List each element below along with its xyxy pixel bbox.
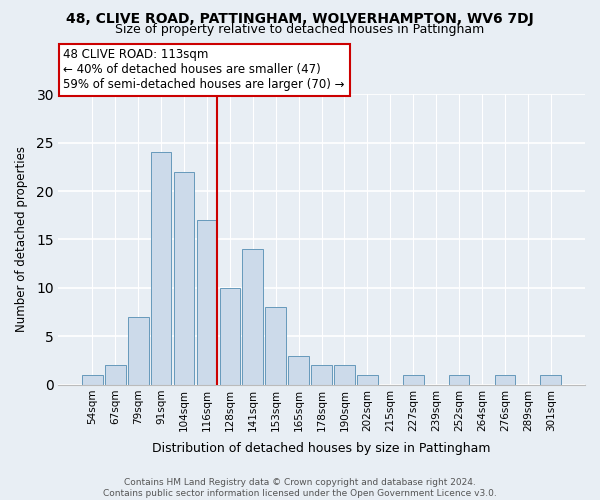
- Bar: [311, 365, 332, 384]
- X-axis label: Distribution of detached houses by size in Pattingham: Distribution of detached houses by size …: [152, 442, 491, 455]
- Bar: [541, 375, 561, 384]
- Bar: [197, 220, 217, 384]
- Bar: [334, 365, 355, 384]
- Text: 48 CLIVE ROAD: 113sqm
← 40% of detached houses are smaller (47)
59% of semi-deta: 48 CLIVE ROAD: 113sqm ← 40% of detached …: [64, 48, 345, 92]
- Bar: [289, 356, 309, 384]
- Bar: [494, 375, 515, 384]
- Bar: [105, 365, 125, 384]
- Bar: [265, 307, 286, 384]
- Bar: [449, 375, 469, 384]
- Bar: [151, 152, 172, 384]
- Bar: [242, 249, 263, 384]
- Bar: [220, 288, 240, 384]
- Y-axis label: Number of detached properties: Number of detached properties: [15, 146, 28, 332]
- Bar: [82, 375, 103, 384]
- Bar: [128, 317, 149, 384]
- Text: Contains HM Land Registry data © Crown copyright and database right 2024.
Contai: Contains HM Land Registry data © Crown c…: [103, 478, 497, 498]
- Bar: [357, 375, 378, 384]
- Text: 48, CLIVE ROAD, PATTINGHAM, WOLVERHAMPTON, WV6 7DJ: 48, CLIVE ROAD, PATTINGHAM, WOLVERHAMPTO…: [66, 12, 534, 26]
- Text: Size of property relative to detached houses in Pattingham: Size of property relative to detached ho…: [115, 22, 485, 36]
- Bar: [174, 172, 194, 384]
- Bar: [403, 375, 424, 384]
